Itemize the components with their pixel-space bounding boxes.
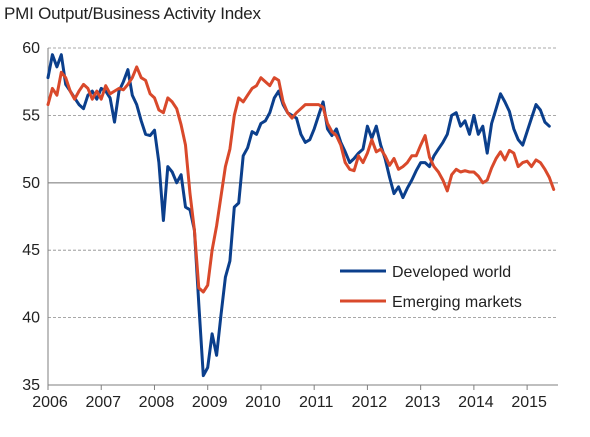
y-tick-label-45: 45 <box>22 242 40 259</box>
y-tick-label-50: 50 <box>22 175 40 192</box>
x-tick-label-2010: 2010 <box>245 394 281 411</box>
y-tick-label-35: 35 <box>22 377 40 394</box>
x-tick-label-2015: 2015 <box>511 394 547 411</box>
y-tick-label-40: 40 <box>22 310 40 327</box>
x-tick-label-2012: 2012 <box>352 394 388 411</box>
legend-label-emerging-markets: Emerging markets <box>392 294 522 311</box>
y-tick-label-55: 55 <box>22 107 40 124</box>
x-tick-label-2011: 2011 <box>299 394 334 411</box>
x-tick-label-2009: 2009 <box>192 394 228 411</box>
y-tick-label-60: 60 <box>22 40 40 57</box>
x-tick-label-2008: 2008 <box>139 394 175 411</box>
legend-label-developed-world: Developed world <box>392 264 511 281</box>
series-line-emerging-markets <box>46 65 556 294</box>
x-tick-label-2007: 2007 <box>85 394 121 411</box>
chart-title: PMI Output/Business Activity Index <box>4 4 261 23</box>
x-tick-label-2006: 2006 <box>32 394 68 411</box>
series-line-developed-world <box>46 53 551 378</box>
x-tick-label-2013: 2013 <box>405 394 441 411</box>
x-tick-label-2014: 2014 <box>458 394 494 411</box>
